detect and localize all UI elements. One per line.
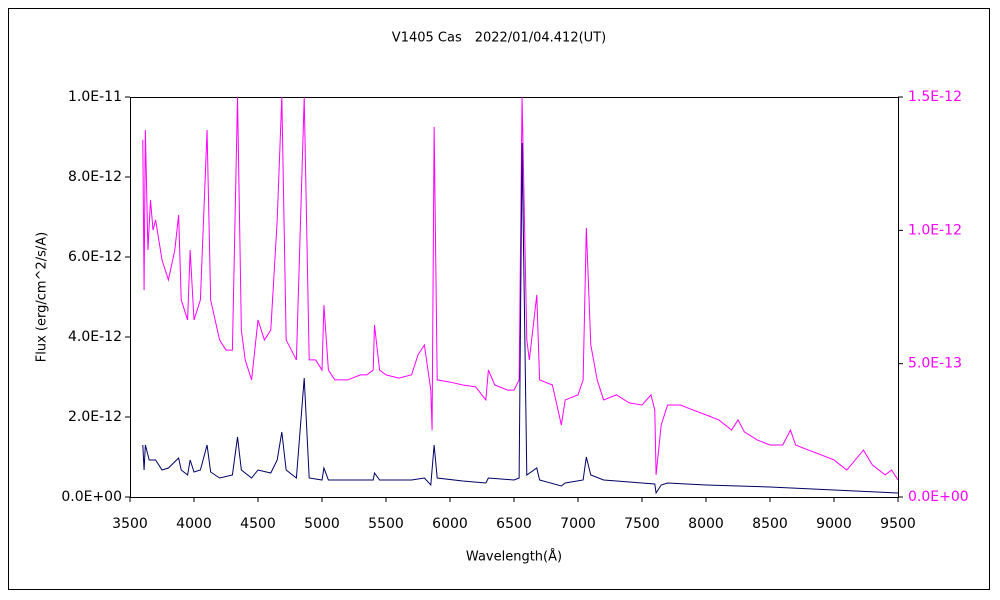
x-tick-label: 7500 bbox=[624, 516, 660, 532]
x-tick-label: 3500 bbox=[112, 516, 148, 532]
plot-lines bbox=[142, 97, 898, 495]
y2-tick-label: 1.0E-12 bbox=[908, 222, 962, 238]
spectrum-line bbox=[142, 97, 898, 481]
plot-area bbox=[130, 97, 899, 498]
chart-title: V1405 Cas 2022/01/04.412(UT) bbox=[392, 31, 606, 46]
y-tick-label: 0.0E+00 bbox=[61, 489, 122, 505]
y-axis-label: Flux (erg/cm^2/s/A) bbox=[35, 232, 50, 362]
frame bbox=[8, 8, 990, 590]
y-tick-label: 1.0E-11 bbox=[68, 89, 122, 105]
x-tick-label: 5500 bbox=[368, 516, 404, 532]
y2-tick-label: 0.0E+00 bbox=[908, 489, 969, 505]
x-tick-label: 4000 bbox=[176, 516, 212, 532]
y-tick-label: 8.0E-12 bbox=[68, 169, 122, 185]
x-tick-label: 6000 bbox=[432, 516, 468, 532]
y-tick-label: 4.0E-12 bbox=[68, 329, 122, 345]
x-tick-label: 5000 bbox=[304, 516, 340, 532]
x-tick-label: 7000 bbox=[560, 516, 596, 532]
y-tick-label: 2.0E-12 bbox=[68, 409, 122, 425]
y-tick-label: 6.0E-12 bbox=[68, 249, 122, 265]
spectrum-line bbox=[142, 142, 898, 495]
x-tick-label: 4500 bbox=[240, 516, 276, 532]
x-tick-label: 9500 bbox=[880, 516, 916, 532]
x-tick-label: 8500 bbox=[752, 516, 788, 532]
y2-tick-label: 5.0E-13 bbox=[908, 356, 962, 372]
x-tick-label: 9000 bbox=[816, 516, 852, 532]
x-tick-label: 8000 bbox=[688, 516, 724, 532]
x-axis-label: Wavelength(Å) bbox=[466, 549, 562, 565]
y2-tick-label: 1.5E-12 bbox=[908, 89, 962, 105]
x-tick-label: 6500 bbox=[496, 516, 532, 532]
